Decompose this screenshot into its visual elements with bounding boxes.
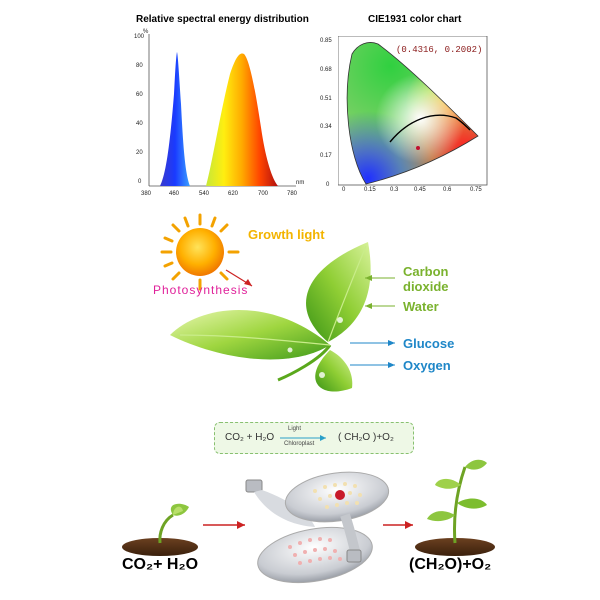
cie-y-tick: 0 [326,182,330,188]
spectral-x-tick: 780 [287,191,298,197]
growth-light-label: Growth light [248,227,325,242]
water-label: Water [403,299,439,314]
cie-x-tick: 0.75 [470,187,482,193]
planckian-locus [389,114,471,143]
cie-x-tick: 0 [342,187,346,193]
spectral-x-unit: nm [296,180,305,186]
cie-y-tick: 0.68 [320,67,332,73]
spectral-chart-title: Relative spectral energy distribution [136,14,309,25]
cie-x-tick: 0.45 [414,187,426,193]
equation-chloroplast: Chloroplast [284,441,315,447]
photosynthesis-label: Photosynthesis [153,283,249,297]
cie-y-tick: 0.85 [320,38,332,44]
carbon-dioxide-label: Carbon dioxide [403,264,449,294]
cie-point-marker [416,146,420,150]
spectral-red-peak [206,53,278,187]
spectral-y-tick: 60 [136,92,143,98]
seedling-small-icon [122,503,198,556]
cie-y-tick: 0.51 [320,96,332,102]
spectral-y-tick: 100 [134,34,145,40]
growth-scene [122,459,495,584]
equation-light: Light [288,426,302,432]
spectral-x-tick: 700 [258,191,269,197]
spectral-plot [148,34,296,187]
spectral-x-tick: 540 [199,191,210,197]
spectral-y-unit: % [143,29,149,35]
oxygen-label: Oxygen [403,358,451,373]
spectral-x-tick: 460 [169,191,180,197]
bottom-right-formula: (CH₂O)+O₂ [409,556,492,573]
spectral-blue-peak [160,52,190,186]
cie-y-tick: 0.17 [320,153,332,159]
equation-left: CO₂ + H₂O [225,432,275,443]
grow-bulb-icon [284,471,390,563]
leaf-left [170,310,330,360]
equation-right: ( CH₂O )+O₂ [338,432,394,443]
cie-y-tick: 0.34 [320,124,332,130]
photosynthesis-illustration [160,213,395,392]
leaf-bottom [315,350,353,392]
sun-icon [160,213,240,291]
cie-x-tick: 0.6 [443,187,452,193]
carbon-dioxide-line2: dioxide [403,279,449,294]
seedling-grown-icon [415,459,495,556]
glucose-label: Glucose [403,336,455,351]
spectral-y-tick: 0 [138,179,142,185]
spectral-y-tick: 40 [136,121,143,127]
cie-x-tick: 0.3 [390,187,399,193]
spectral-x-tick: 380 [141,191,152,197]
spectral-x-tick: 620 [228,191,239,197]
carbon-dioxide-line1: Carbon [403,264,449,279]
leaf-top [306,242,371,342]
cie-plot [338,36,488,186]
bottom-left-formula: CO₂+ H₂O [122,556,199,573]
spectral-y-tick: 80 [136,63,143,69]
cie-chart-title: CIE1931 color chart [368,14,462,25]
equation-arrow-icon [280,435,326,441]
spectral-y-tick: 20 [136,150,143,156]
cie-x-tick: 0.15 [364,187,376,193]
cie-coordinate: (0.4316, 0.2002) [396,45,483,55]
